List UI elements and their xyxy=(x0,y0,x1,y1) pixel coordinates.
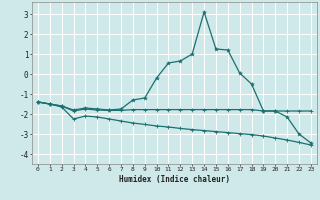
X-axis label: Humidex (Indice chaleur): Humidex (Indice chaleur) xyxy=(119,175,230,184)
